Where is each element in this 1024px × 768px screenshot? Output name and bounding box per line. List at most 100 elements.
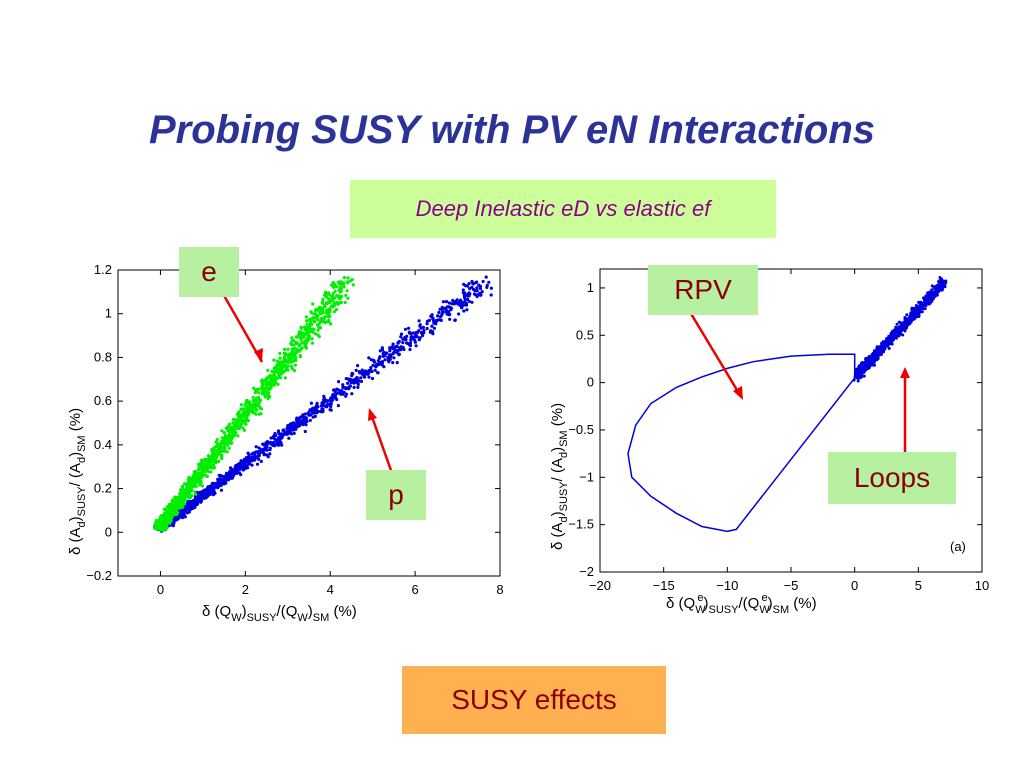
data-point xyxy=(326,402,330,406)
data-point xyxy=(290,366,294,371)
data-point xyxy=(320,301,324,305)
data-point xyxy=(192,500,196,504)
data-point xyxy=(289,360,294,364)
data-point xyxy=(901,333,905,337)
data-point xyxy=(480,290,484,294)
data-point xyxy=(332,310,336,314)
right-ytick-label: 1 xyxy=(587,280,594,295)
data-point xyxy=(414,344,418,348)
data-point xyxy=(289,428,293,432)
data-point xyxy=(430,324,434,328)
data-point xyxy=(304,420,308,424)
data-point xyxy=(172,519,176,523)
data-point xyxy=(456,302,461,306)
data-point xyxy=(462,294,466,298)
data-point xyxy=(211,493,216,497)
data-point xyxy=(861,361,864,364)
data-point xyxy=(417,329,421,333)
data-point xyxy=(251,403,255,407)
data-point xyxy=(202,473,206,477)
data-point xyxy=(396,349,400,353)
data-point xyxy=(894,329,898,333)
data-point xyxy=(281,434,285,438)
left-ytick-label: 0.2 xyxy=(94,481,112,496)
data-point xyxy=(409,332,413,336)
data-point xyxy=(890,330,894,334)
data-point xyxy=(294,335,298,339)
data-point xyxy=(322,396,326,400)
data-point xyxy=(336,404,340,408)
data-point xyxy=(326,314,330,318)
data-point xyxy=(237,421,241,425)
data-point xyxy=(159,518,163,522)
data-point xyxy=(220,429,224,433)
data-point xyxy=(242,420,246,424)
left-ytick-label: 0.8 xyxy=(94,349,112,364)
data-point xyxy=(447,301,451,305)
data-point xyxy=(193,490,197,494)
data-point xyxy=(335,397,339,402)
data-point xyxy=(280,443,284,447)
data-point xyxy=(390,345,394,349)
data-point xyxy=(399,335,403,339)
data-point xyxy=(425,322,429,326)
data-point xyxy=(380,347,385,352)
data-point xyxy=(202,492,207,496)
data-point xyxy=(266,455,270,459)
data-point xyxy=(856,379,860,383)
data-point xyxy=(930,284,934,288)
data-point xyxy=(303,341,307,345)
data-point xyxy=(173,516,177,520)
data-point xyxy=(392,350,396,354)
arrow-p xyxy=(369,413,395,477)
right-xtick-label: −5 xyxy=(784,578,799,593)
rpv-region-line xyxy=(627,353,856,533)
data-point xyxy=(186,499,190,504)
data-point xyxy=(187,486,191,490)
data-point xyxy=(278,365,283,369)
data-point xyxy=(294,425,298,429)
data-point xyxy=(190,494,194,498)
data-point xyxy=(308,418,312,422)
data-point xyxy=(409,338,413,342)
data-point xyxy=(341,283,345,287)
data-point xyxy=(185,494,190,498)
data-point xyxy=(278,351,282,355)
data-point xyxy=(192,477,196,481)
data-point xyxy=(255,408,259,412)
panel-label: (a) xyxy=(950,539,966,554)
data-point xyxy=(268,452,272,456)
data-point xyxy=(239,415,243,420)
data-point xyxy=(865,361,869,365)
data-point xyxy=(329,322,333,326)
data-point xyxy=(359,379,363,383)
data-point xyxy=(438,315,443,319)
data-point xyxy=(905,313,909,317)
footer-box: SUSY effects xyxy=(402,666,666,734)
data-point xyxy=(283,347,287,351)
chart-left-ticks: 0 2 4 6 8 −0.2 0 0.2 0.4 0.6 0.8 1 1.2 xyxy=(86,262,503,597)
data-point xyxy=(292,339,296,343)
data-point xyxy=(341,385,345,389)
subtitle-box: Deep Inelastic eD vs elastic ef xyxy=(350,180,776,238)
data-point xyxy=(328,408,332,412)
data-point xyxy=(300,331,304,335)
data-point xyxy=(199,467,203,471)
data-point xyxy=(421,325,425,329)
data-point xyxy=(408,342,412,346)
data-point xyxy=(200,490,204,494)
chart-left: 0 2 4 6 8 −0.2 0 0.2 0.4 0.6 0.8 1 1.2 δ (QW)SUSY/(Q… xyxy=(67,262,504,624)
data-point xyxy=(286,364,290,368)
data-point xyxy=(396,341,400,345)
data-point xyxy=(189,500,193,504)
data-point xyxy=(206,492,210,496)
data-point xyxy=(271,443,275,447)
data-point xyxy=(291,350,295,354)
data-point xyxy=(857,366,861,370)
label-p-text: p xyxy=(388,479,404,510)
data-point xyxy=(250,409,254,413)
data-point xyxy=(371,363,375,367)
data-point xyxy=(260,407,264,411)
data-point xyxy=(345,289,349,293)
